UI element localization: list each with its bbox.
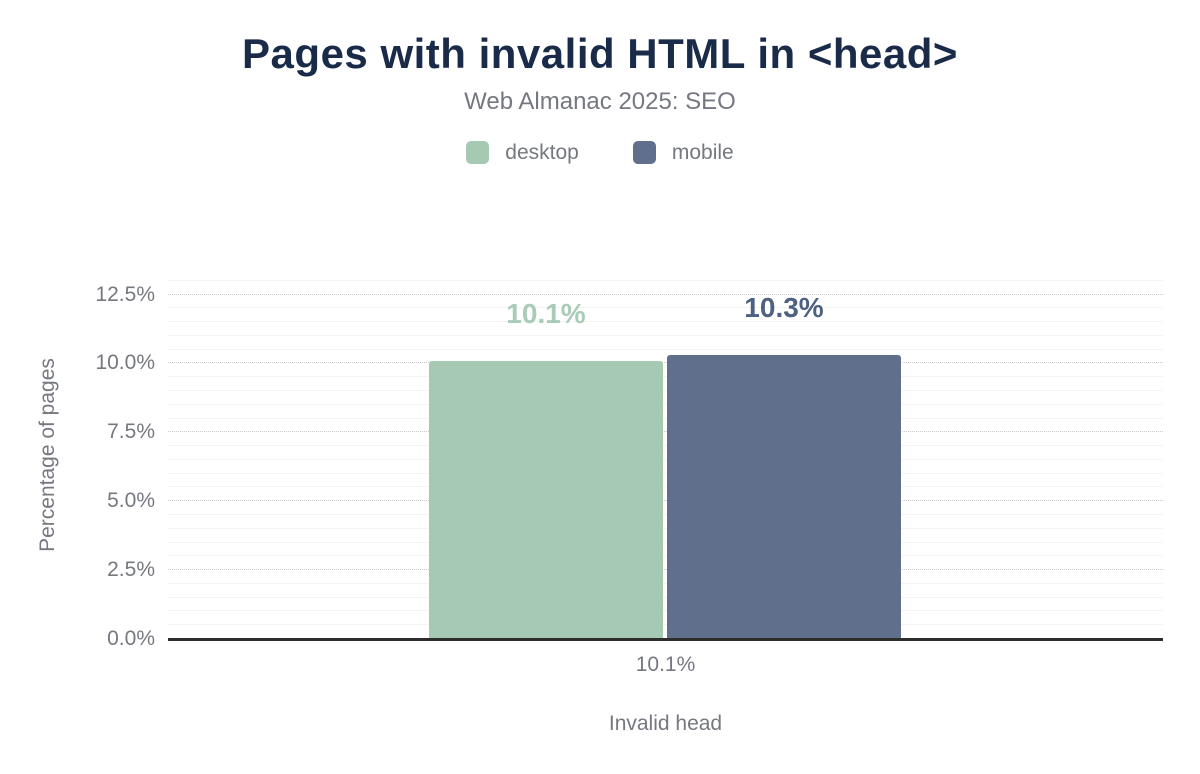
chart-title: Pages with invalid HTML in <head> (242, 30, 958, 77)
x-axis-line (168, 638, 1163, 641)
legend-swatch-desktop-icon (466, 141, 490, 165)
gridline-minor (168, 458, 1163, 460)
gridline-minor (168, 486, 1163, 488)
gridline-minor (168, 514, 1163, 515)
x-axis-tick-label: 10.1% (635, 653, 696, 676)
plot-area: 10.1% 10.3% (168, 278, 1163, 641)
gridline-minor (168, 279, 1163, 281)
gridline-minor (168, 403, 1163, 405)
bar-column-mobile: 10.3% (667, 294, 901, 639)
y-axis-tick-label: 5.0% (107, 489, 155, 513)
gridline-minor (168, 307, 1163, 309)
y-axis-tick-label: 7.5% (107, 420, 155, 444)
gridline-minor (168, 582, 1163, 584)
gridline-minor (168, 348, 1163, 350)
y-axis-tick-label: 2.5% (107, 558, 155, 582)
gridline-minor (168, 472, 1163, 474)
gridline-minor (168, 610, 1163, 612)
bar-column-desktop: 10.1% (429, 297, 663, 639)
gridline-minor (168, 445, 1163, 447)
gridline-major (168, 362, 1163, 364)
bar-value-label-desktop: 10.1% (506, 297, 586, 329)
gridline-minor (168, 596, 1163, 598)
y-axis-title: Percentage of pages (36, 358, 59, 552)
gridline-minor (168, 527, 1163, 529)
y-axis-tick-label: 12.5% (95, 282, 155, 306)
legend-label-mobile: mobile (671, 141, 734, 165)
gridline-minor (168, 541, 1163, 543)
bar-value-label-mobile: 10.3% (744, 292, 824, 324)
y-axis-tick-label: 10.0% (95, 351, 155, 375)
gridline-major (168, 500, 1163, 502)
gridline-minor (168, 624, 1163, 626)
gridline-minor (168, 417, 1163, 419)
y-axis-tick-label: 0.0% (107, 627, 155, 650)
gridline-major (168, 293, 1163, 295)
gridline-minor (168, 376, 1163, 378)
legend-item-desktop[interactable]: desktop (466, 141, 579, 165)
gridline-major (168, 431, 1163, 433)
chart-subtitle: Web Almanac 2025: SEO (464, 88, 736, 116)
gridline-minor (168, 555, 1163, 557)
bar-mobile[interactable] (667, 355, 901, 639)
gridline-minor (168, 321, 1163, 323)
bar-desktop[interactable] (429, 360, 663, 639)
legend: desktop mobile (0, 141, 1200, 165)
legend-item-mobile[interactable]: mobile (632, 141, 734, 165)
x-axis-title: Invalid head (608, 712, 723, 735)
gridline-minor (168, 334, 1163, 336)
y-axis-labels: 0.0% 2.5% 5.0% 7.5% 10.0% 12.5% (0, 278, 155, 649)
gridline-major (168, 569, 1163, 571)
legend-swatch-mobile-icon (632, 141, 656, 165)
legend-label-desktop: desktop (505, 141, 579, 165)
gridline-minor (168, 390, 1163, 391)
